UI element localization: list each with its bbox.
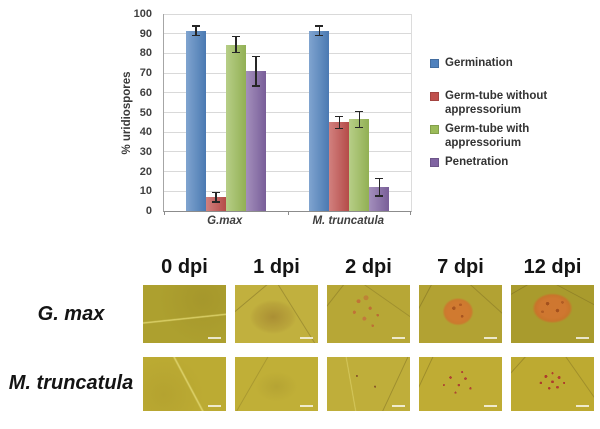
bar-germ-tube-without-appressorium-m-truncatula (329, 122, 350, 211)
leaf-image-m-truncatula-0-dpi (143, 357, 226, 411)
leaf-image-g-max-12-dpi (511, 285, 594, 343)
y-tick-label-100: 100 (133, 8, 152, 20)
bar-penetration-m-truncatula (369, 187, 390, 211)
y-tick-label-0: 0 (145, 205, 152, 217)
x-axis-label-g-max: G.max (207, 215, 243, 227)
legend-label: Germ-tube without appressorium (445, 90, 548, 116)
legend-swatch-germination (430, 59, 439, 68)
legend-item-germ-tube-with-appressorium: Germ-tube with appressorium (430, 123, 575, 156)
gridline-40 (164, 131, 411, 133)
error-bar-cap (231, 35, 240, 38)
error-bar-cap (375, 177, 384, 180)
chart-legend: Germination Germ-tube without appressoriu… (430, 57, 575, 189)
leaf-image-g-max-1-dpi (235, 285, 318, 343)
error-bar-cap (315, 34, 324, 37)
legend-label: Germ-tube with appressorium (445, 123, 530, 149)
error-bar (358, 111, 360, 128)
gridline-50 (164, 112, 411, 113)
y-tick-label-40: 40 (139, 126, 152, 139)
gridline-20 (164, 171, 411, 173)
error-bar-cap (211, 201, 220, 203)
x-axis-tick (410, 211, 411, 215)
gridline-90 (164, 33, 411, 35)
dpi-header-2-dpi: 2 dpi (345, 256, 392, 278)
error-bar (195, 25, 197, 36)
plot-area (163, 13, 412, 215)
error-bar (255, 56, 257, 86)
dpi-header-7-dpi: 7 dpi (437, 256, 484, 278)
leaf-image-g-max-7-dpi (419, 285, 502, 343)
x-axis-tick (287, 211, 289, 215)
gridline-10 (164, 190, 411, 192)
bar-penetration-g-max (245, 71, 266, 211)
leaf-image-m-truncatula-7-dpi (419, 357, 502, 411)
error-bar (235, 36, 237, 53)
error-bar-cap (251, 55, 260, 58)
error-bar-cap (191, 34, 200, 37)
error-bar-cap (231, 51, 240, 54)
bar-germination-g-max (185, 30, 206, 211)
error-bar-cap (211, 191, 220, 194)
gridline-30 (164, 151, 411, 153)
legend-label: Penetration (445, 156, 509, 168)
error-bar (378, 178, 380, 197)
y-tick-label-90: 90 (139, 27, 152, 40)
x-axis-tick (164, 211, 165, 215)
legend-swatch-penetration (430, 158, 439, 167)
error-bar-cap (335, 115, 344, 118)
y-tick-label-10: 10 (139, 185, 152, 198)
y-tick-label-50: 50 (139, 106, 152, 119)
gridline-60 (164, 92, 411, 94)
gridline-100 (164, 13, 411, 15)
leaf-image-g-max-0-dpi (143, 285, 226, 343)
bar-germ-tube-without-appressorium-g-max (205, 197, 226, 211)
y-tick-label-20: 20 (139, 165, 152, 178)
legend-swatch-germ-tube-with-appressorium (430, 125, 439, 134)
bar-germ-tube-with-appressorium-g-max (225, 44, 246, 211)
legend-item-germination: Germination (430, 57, 575, 90)
bar-germination-m-truncatula (309, 30, 330, 211)
dpi-header-1-dpi: 1 dpi (253, 256, 300, 278)
row-label-m-truncatula: M. truncatula (8, 372, 134, 394)
row-label-g-max: G. max (37, 303, 105, 325)
legend-item-germ-tube-without-appressorium: Germ-tube without appressorium (430, 90, 575, 123)
error-bar-cap (355, 110, 364, 113)
bar-germ-tube-with-appressorium-m-truncatula (349, 119, 370, 211)
leaf-image-m-truncatula-12-dpi (511, 357, 594, 411)
leaf-image-g-max-2-dpi (327, 285, 410, 343)
error-bar (338, 116, 340, 129)
leaf-image-m-truncatula-1-dpi (235, 357, 318, 411)
error-bar-cap (355, 126, 364, 129)
dpi-header-0-dpi: 0 dpi (161, 256, 208, 278)
error-bar-cap (315, 25, 324, 27)
y-tick-label-60: 60 (139, 86, 152, 99)
legend-swatch-germ-tube-without-appressorium (430, 92, 439, 101)
y-tick-label-70: 70 (139, 67, 152, 80)
leaf-image-m-truncatula-2-dpi (327, 357, 410, 411)
error-bar-cap (335, 127, 344, 130)
x-axis-labels: G.max M. truncatula (163, 215, 410, 231)
legend-item-penetration: Penetration (430, 156, 575, 189)
x-axis-label-m-truncatula: M. truncatula (312, 215, 385, 227)
error-bar-cap (191, 25, 200, 27)
legend-label: Germination (445, 57, 513, 69)
error-bar (215, 192, 217, 203)
y-tick-label-30: 30 (139, 145, 152, 158)
y-tick-label-80: 80 (139, 47, 152, 60)
error-bar (318, 25, 320, 36)
error-bar-cap (375, 195, 384, 197)
error-bar-cap (251, 85, 260, 87)
y-axis-ticks: 0 10 20 30 40 50 60 70 80 90 100 (116, 8, 156, 217)
gridline-70 (164, 72, 411, 74)
gridline-80 (164, 52, 411, 54)
dpi-header-12-dpi: 12 dpi (523, 256, 582, 278)
